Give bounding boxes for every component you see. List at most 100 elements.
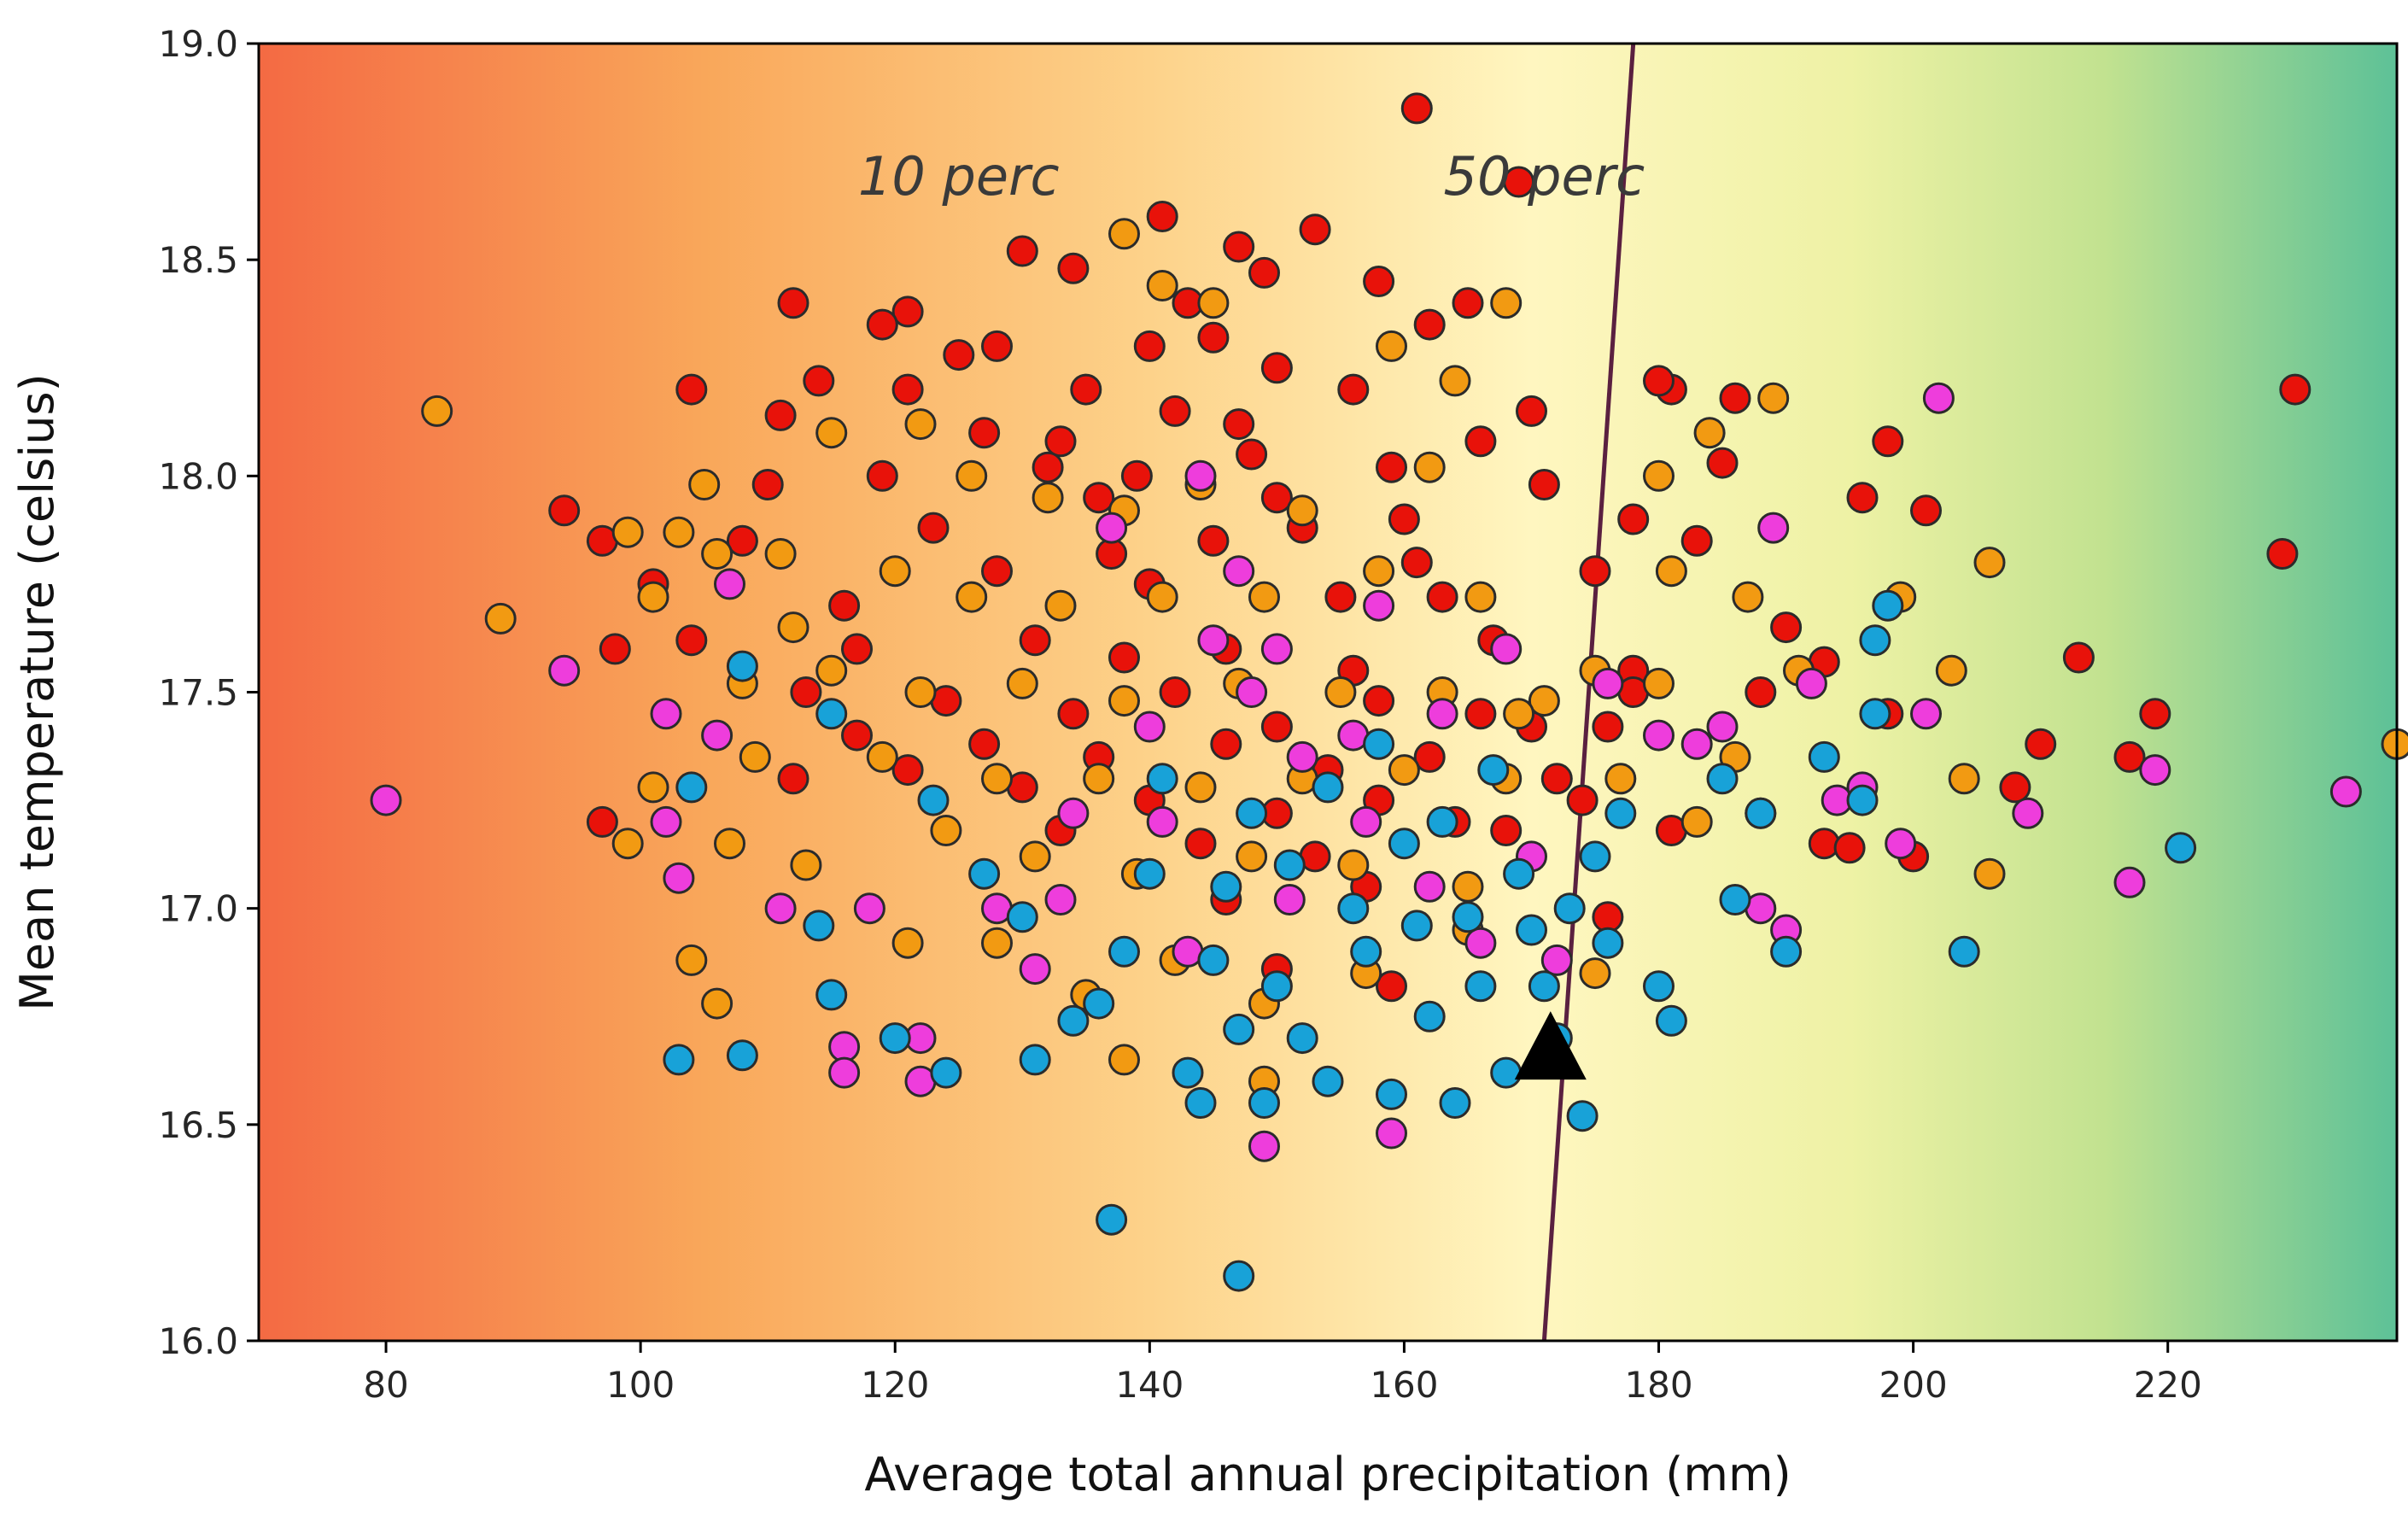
data-point <box>943 339 975 371</box>
data-point <box>751 469 784 500</box>
data-point <box>1566 784 1599 816</box>
data-point <box>1044 589 1077 622</box>
data-point <box>1617 503 1650 535</box>
data-point <box>1363 555 1395 588</box>
data-point <box>764 399 797 431</box>
data-point <box>1388 503 1420 535</box>
data-point <box>1719 884 1751 916</box>
data-point <box>841 719 873 752</box>
data-point <box>815 654 848 687</box>
data-point <box>1833 832 1866 864</box>
data-point <box>1846 482 1879 514</box>
data-point <box>1146 201 1178 232</box>
data-point <box>1223 408 1255 441</box>
data-point <box>1096 1203 1128 1236</box>
y-tick-label: 18.5 <box>158 239 238 281</box>
data-point <box>1019 840 1051 873</box>
data-point <box>1795 667 1827 699</box>
data-point <box>1273 849 1306 881</box>
data-point <box>1872 425 1904 458</box>
data-point <box>1223 555 1255 588</box>
data-point <box>1808 740 1840 773</box>
data-point <box>1376 1117 1407 1150</box>
data-point <box>726 1039 758 1072</box>
data-point <box>1260 633 1293 665</box>
data-point <box>1859 698 1891 730</box>
data-point <box>1083 763 1115 795</box>
data-point <box>1019 624 1051 657</box>
data-point <box>599 633 631 665</box>
data-point <box>1528 970 1560 1003</box>
data-point <box>1057 797 1090 829</box>
data-point <box>1057 698 1090 730</box>
data-point <box>1490 287 1523 319</box>
data-point <box>866 459 898 492</box>
data-point <box>701 538 734 570</box>
data-point <box>1579 555 1611 588</box>
data-point <box>675 624 708 657</box>
data-point <box>663 1044 695 1076</box>
data-point <box>1312 771 1344 804</box>
data-point <box>714 828 745 860</box>
data-point <box>1197 524 1230 557</box>
data-point <box>484 602 517 635</box>
data-point <box>663 516 695 548</box>
data-point <box>1184 1087 1217 1119</box>
data-point <box>2139 754 2171 787</box>
data-point <box>1324 581 1357 613</box>
data-point <box>1592 667 1624 699</box>
data-point <box>1197 624 1230 657</box>
data-point <box>1922 382 1955 414</box>
data-point <box>663 862 695 894</box>
data-point <box>981 927 1013 959</box>
data-point <box>1236 797 1268 829</box>
y-tick-label: 16.5 <box>158 1104 238 1146</box>
data-point <box>1057 252 1090 284</box>
data-point <box>1757 512 1790 544</box>
data-point <box>1108 1044 1140 1076</box>
data-point <box>1540 763 1573 795</box>
data-point <box>853 892 885 925</box>
data-point <box>1643 365 1674 397</box>
data-point <box>1655 1004 1687 1037</box>
data-point <box>1604 763 1637 795</box>
data-point <box>1019 1044 1051 1076</box>
data-point <box>866 308 898 341</box>
data-point <box>1184 459 1217 492</box>
data-point <box>1248 256 1280 289</box>
data-point <box>1388 828 1420 860</box>
data-point <box>611 516 644 548</box>
data-point <box>828 589 861 622</box>
data-point <box>968 728 1001 760</box>
data-point <box>803 910 835 942</box>
data-point <box>1388 754 1420 787</box>
percentile-50-line <box>1541 43 1636 1342</box>
data-point <box>1413 308 1446 341</box>
data-point <box>548 494 581 527</box>
data-point <box>1770 935 1803 968</box>
data-point <box>1655 555 1687 588</box>
data-point <box>1376 970 1407 1003</box>
data-point <box>1910 698 1942 730</box>
data-point <box>1032 451 1064 483</box>
data-point <box>1210 728 1242 760</box>
data-point <box>2329 775 2362 808</box>
data-point <box>1490 633 1523 665</box>
data-point <box>1223 1013 1255 1045</box>
data-point <box>956 581 988 613</box>
data-point <box>866 740 898 773</box>
data-point <box>2165 832 2197 864</box>
data-point <box>1236 676 1268 708</box>
data-point <box>1592 711 1624 743</box>
data-point <box>1236 438 1268 471</box>
data-point <box>611 828 644 860</box>
data-point <box>650 805 682 838</box>
data-point <box>2381 728 2408 760</box>
data-point <box>1133 330 1166 362</box>
data-point <box>1413 740 1446 773</box>
data-point <box>1516 914 1547 946</box>
data-point <box>1324 676 1357 708</box>
y-tick-label: 19.0 <box>158 23 238 65</box>
